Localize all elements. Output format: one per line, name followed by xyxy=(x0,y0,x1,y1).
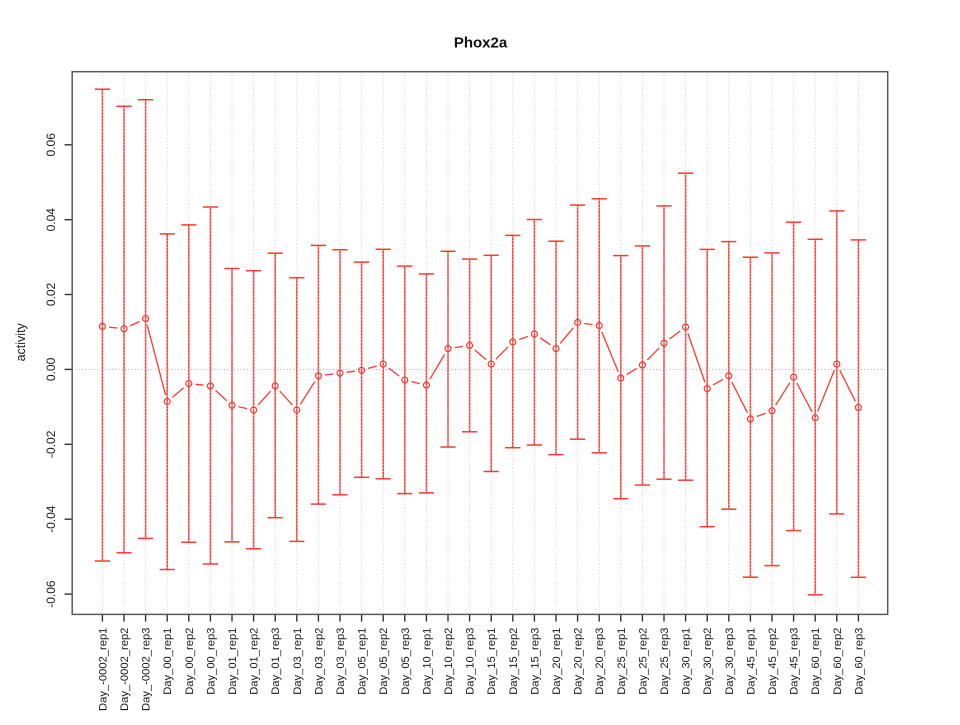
svg-text:Day_20_rep3: Day_20_rep3 xyxy=(594,628,606,695)
svg-text:Day_01_rep3: Day_01_rep3 xyxy=(270,628,282,695)
svg-text:Day_15_rep1: Day_15_rep1 xyxy=(486,628,498,695)
svg-text:Day_60_rep3: Day_60_rep3 xyxy=(853,628,865,695)
svg-text:Day_45_rep1: Day_45_rep1 xyxy=(745,628,757,695)
svg-text:Day_01_rep1: Day_01_rep1 xyxy=(227,628,239,695)
svg-text:Day_25_rep3: Day_25_rep3 xyxy=(659,628,671,695)
svg-text:Day_10_rep3: Day_10_rep3 xyxy=(465,628,477,695)
svg-text:Day_01_rep2: Day_01_rep2 xyxy=(249,628,261,695)
svg-text:Day_20_rep2: Day_20_rep2 xyxy=(573,628,585,695)
svg-text:-0.04: -0.04 xyxy=(44,505,58,533)
svg-text:0.06: 0.06 xyxy=(44,133,58,157)
svg-text:0.04: 0.04 xyxy=(44,208,58,232)
svg-text:Day_45_rep2: Day_45_rep2 xyxy=(767,628,779,695)
svg-text:Day_60_rep2: Day_60_rep2 xyxy=(832,628,844,695)
svg-text:Day_60_rep1: Day_60_rep1 xyxy=(810,628,822,695)
svg-text:Day_03_rep3: Day_03_rep3 xyxy=(335,628,347,695)
svg-text:Day_05_rep3: Day_05_rep3 xyxy=(400,628,412,695)
svg-text:Day_05_rep2: Day_05_rep2 xyxy=(378,628,390,695)
svg-text:Day_10_rep1: Day_10_rep1 xyxy=(421,628,433,695)
svg-text:Day_05_rep1: Day_05_rep1 xyxy=(357,628,369,695)
svg-text:Phox2a: Phox2a xyxy=(454,35,508,52)
svg-text:Day_03_rep2: Day_03_rep2 xyxy=(313,628,325,695)
svg-text:Day_25_rep1: Day_25_rep1 xyxy=(616,628,628,695)
svg-text:Day_30_rep3: Day_30_rep3 xyxy=(724,628,736,695)
svg-text:Day_-0002_rep2: Day_-0002_rep2 xyxy=(119,628,131,711)
svg-text:Day_20_rep1: Day_20_rep1 xyxy=(551,628,563,695)
svg-text:Day_45_rep3: Day_45_rep3 xyxy=(789,628,801,695)
svg-text:-0.06: -0.06 xyxy=(44,580,58,608)
svg-text:activity: activity xyxy=(14,322,28,361)
svg-text:Day_-0002_rep3: Day_-0002_rep3 xyxy=(141,628,153,711)
svg-text:Day_30_rep2: Day_30_rep2 xyxy=(702,628,714,695)
svg-text:Day_03_rep1: Day_03_rep1 xyxy=(292,628,304,695)
svg-text:Day_15_rep2: Day_15_rep2 xyxy=(508,628,520,695)
svg-text:Day_00_rep3: Day_00_rep3 xyxy=(205,628,217,695)
svg-text:-0.02: -0.02 xyxy=(44,430,58,458)
svg-text:Day_-0002_rep1: Day_-0002_rep1 xyxy=(97,628,109,711)
svg-text:Day_00_rep1: Day_00_rep1 xyxy=(162,628,174,695)
svg-text:Day_10_rep2: Day_10_rep2 xyxy=(443,628,455,695)
svg-text:0.00: 0.00 xyxy=(44,357,58,381)
svg-text:Day_00_rep2: Day_00_rep2 xyxy=(184,628,196,695)
svg-text:Day_30_rep1: Day_30_rep1 xyxy=(681,628,693,695)
svg-text:Day_25_rep2: Day_25_rep2 xyxy=(637,628,649,695)
svg-text:0.02: 0.02 xyxy=(44,282,58,306)
svg-text:Day_15_rep3: Day_15_rep3 xyxy=(529,628,541,695)
